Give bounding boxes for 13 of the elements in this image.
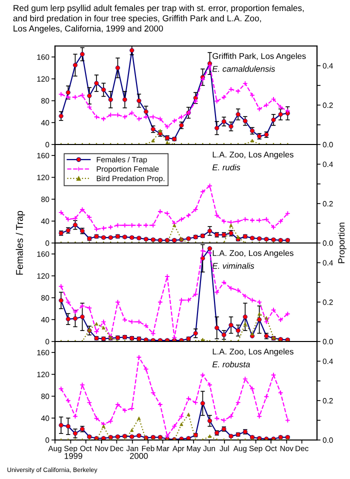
text: 2000 <box>130 453 148 459</box>
annotation: E. rudis <box>212 164 240 170</box>
chart-title: Red gum lerp psyllid adult females per trap with st. error, proportion females, and bird predation in four tree species, Griffith Park and L.A. Zoo, Los Angeles, California, 1999 and 2000 <box>13 4 304 34</box>
annotation: L.A. Zoo, Los Angeles <box>212 348 294 356</box>
annotation: L.A. Zoo, Los Angeles <box>212 250 294 258</box>
annotation: L.A. Zoo, Los Angeles <box>212 151 294 160</box>
text: 1999 <box>64 453 82 459</box>
annotation: Griffith Park, Los Angeles <box>212 52 306 61</box>
y-axis-title: Females / Trap <box>16 210 25 275</box>
y2-axis-title: Proportion <box>338 222 346 264</box>
annotation: E. viminalis <box>212 262 254 269</box>
annotation: E. robusta <box>212 361 250 368</box>
annotation: E. camaldulensis <box>212 66 276 72</box>
